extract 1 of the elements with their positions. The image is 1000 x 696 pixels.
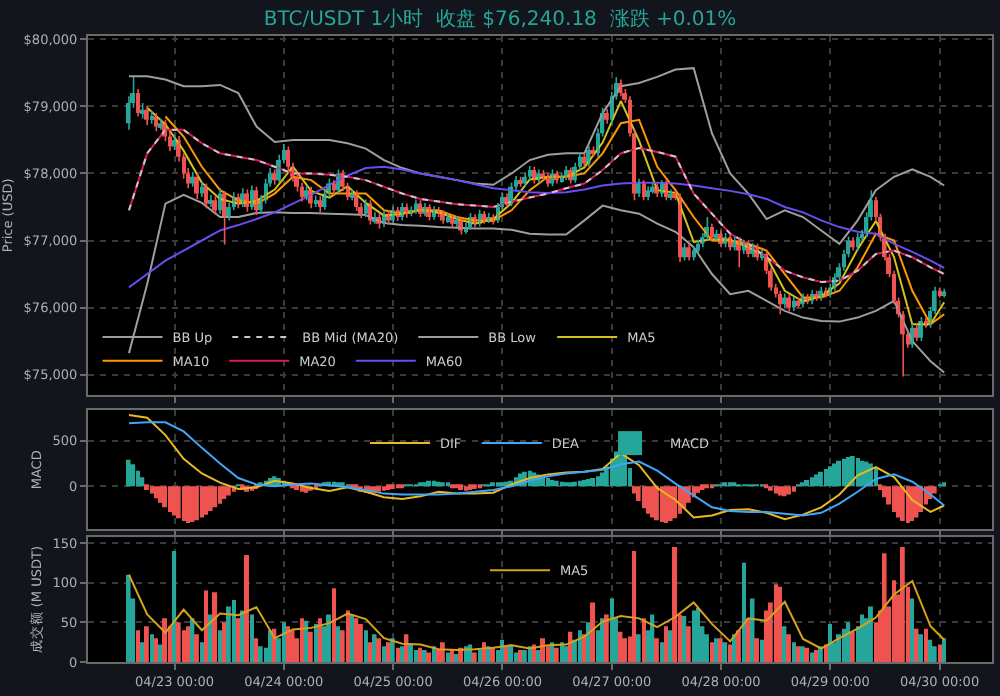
chart-title: BTC/USDT 1小时 收盘 $76,240.18 涨跌 +0.01% [263,7,737,32]
